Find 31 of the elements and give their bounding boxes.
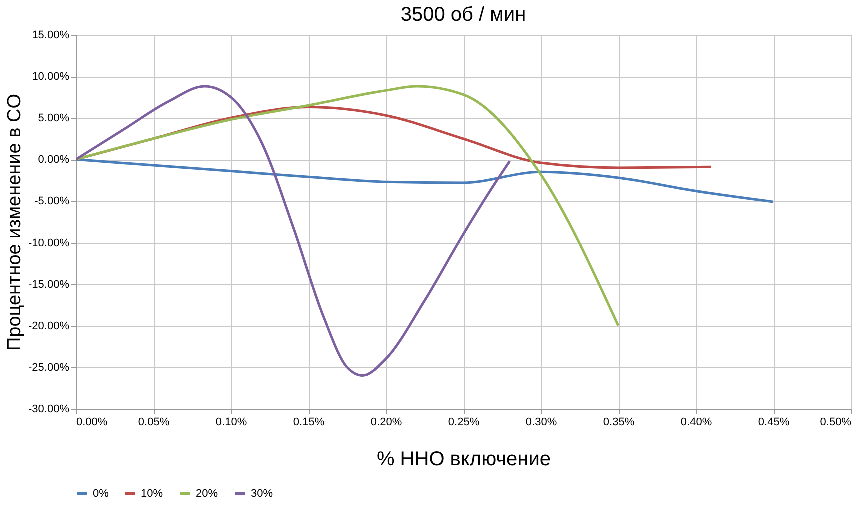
y-tick-label: -10.00% <box>28 237 70 250</box>
x-tick-label: 0.10% <box>216 416 248 428</box>
x-tick-label: 0.45% <box>758 416 790 428</box>
x-tick-label: 0.25% <box>448 416 480 428</box>
line-series <box>76 85 512 378</box>
x-axis-title: % HHO включение <box>376 448 552 470</box>
legend-label: 30% <box>251 488 274 500</box>
y-tick-label: -20.00% <box>28 320 70 332</box>
y-tick-label: -25.00% <box>28 362 70 374</box>
y-tick-label: 15.00% <box>32 30 70 42</box>
y-tick-label: -5.00% <box>34 196 70 208</box>
x-tick-label: 0.30% <box>526 416 558 428</box>
y-tick-label: 10.00% <box>32 71 70 84</box>
legend-label: 10% <box>141 488 164 500</box>
x-tick-label: 0.40% <box>680 416 712 428</box>
chart-title: 3500 об / мин <box>400 4 526 26</box>
x-tick-label: 0.50% <box>820 416 852 428</box>
x-tick-label: 0.00% <box>76 416 108 428</box>
y-tick-label: 0.00% <box>38 154 70 166</box>
x-tick-label: 0.05% <box>138 416 170 428</box>
y-axis-title: Процентное изменение в CO <box>4 94 26 351</box>
y-tick-label: -30.00% <box>28 404 70 416</box>
legend-label: 20% <box>196 488 218 500</box>
x-tick-label: 0.15% <box>293 416 325 428</box>
y-tick-label: 5.00% <box>38 112 70 125</box>
x-tick-label: 0.35% <box>603 416 635 428</box>
legend-label: 0% <box>93 488 110 500</box>
line-series <box>76 158 775 204</box>
x-tick-label: 0.20% <box>370 416 402 428</box>
line-series <box>76 85 620 328</box>
y-tick-label: -15.00% <box>28 278 70 291</box>
